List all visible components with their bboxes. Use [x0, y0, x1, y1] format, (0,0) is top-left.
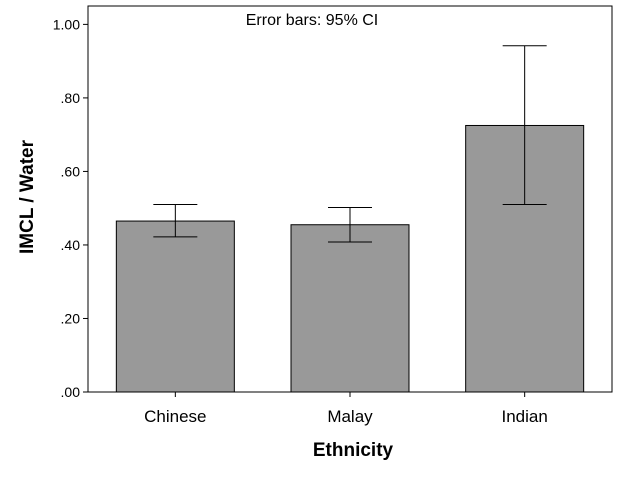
y-tick-label: 1.00	[53, 16, 80, 32]
y-tick-label: .60	[61, 163, 81, 179]
y-axis-title: IMCL / Water	[17, 139, 38, 254]
x-tick-label: Malay	[327, 407, 373, 426]
y-tick-label: .20	[61, 310, 81, 326]
chart: .00 .20 .40 .60 .80 1.00 Chinese Malay Indian E…	[0, 0, 626, 501]
y-axis-ticks: .00 .20 .40 .60 .80 1.00	[53, 16, 88, 400]
bar-chinese	[116, 221, 234, 392]
y-tick-label: .80	[61, 90, 81, 106]
x-axis-title: Ethnicity	[313, 440, 394, 461]
x-tick-label: Indian	[502, 407, 548, 426]
y-tick-label: .40	[61, 237, 81, 253]
bar-malay	[291, 225, 409, 392]
bars-layer	[116, 125, 583, 392]
x-tick-label: Chinese	[144, 407, 206, 426]
y-tick-label: .00	[61, 384, 81, 400]
x-axis-ticks: Chinese Malay Indian	[144, 392, 548, 426]
error-bars-note: Error bars: 95% CI	[246, 12, 378, 29]
